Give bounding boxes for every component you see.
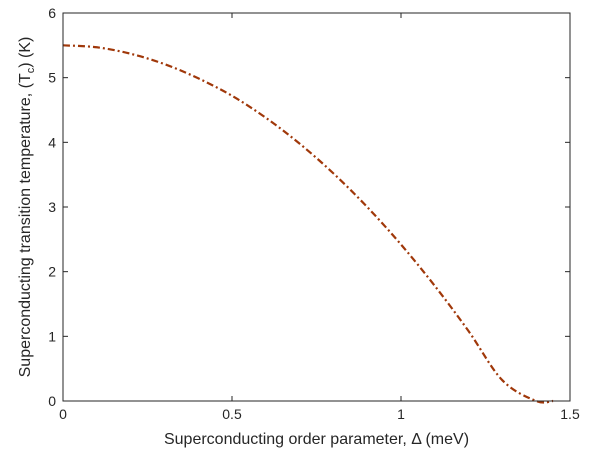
y-tick-label: 4 xyxy=(48,134,56,150)
tick-layer: 0 0.5 1 1.5 0 1 2 3 4 5 6 xyxy=(48,5,580,422)
y-tick-label: 1 xyxy=(48,328,56,344)
x-axis-title: Superconducting order parameter, Δ (meV) xyxy=(164,431,469,448)
y-axis-title-suffix: ) (K) xyxy=(17,37,34,68)
y-axis-title: Superconducting transition temperature, … xyxy=(17,37,37,378)
series-layer xyxy=(62,44,554,404)
x-tick-label: 0.5 xyxy=(222,406,242,422)
y-tick-label: 2 xyxy=(48,264,56,280)
y-axis-title-prefix: Superconducting transition temperature, … xyxy=(17,73,34,377)
plot-area xyxy=(63,13,570,401)
y-tick-label: 6 xyxy=(48,5,56,21)
series-line xyxy=(62,44,554,404)
y-tick-label: 3 xyxy=(48,199,56,215)
y-axis-title-subscript: c xyxy=(25,67,37,73)
x-tick-label: 1 xyxy=(397,406,405,422)
y-tick-label: 0 xyxy=(48,393,56,409)
x-tick-label: 0 xyxy=(59,406,67,422)
x-tick-label: 1.5 xyxy=(560,406,580,422)
y-tick-label: 5 xyxy=(48,70,56,86)
